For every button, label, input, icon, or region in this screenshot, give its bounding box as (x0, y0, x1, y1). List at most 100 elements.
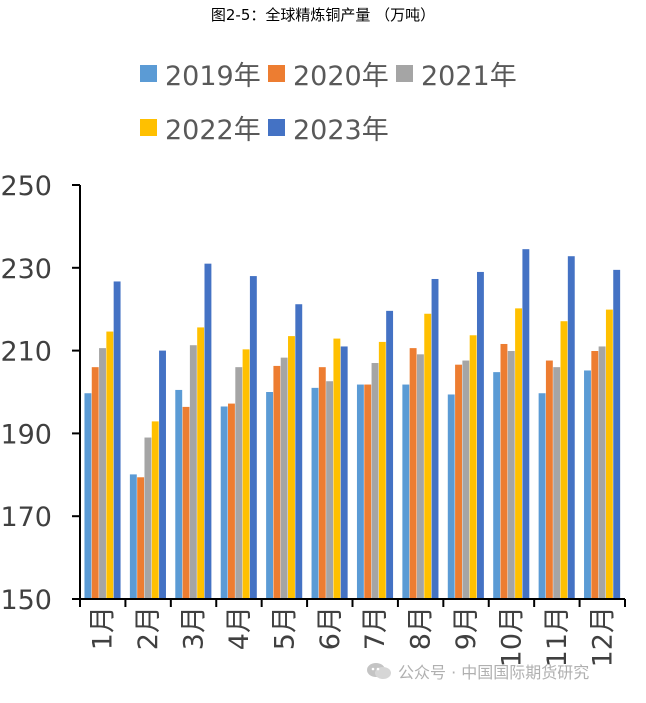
bar (137, 477, 145, 599)
x-tick-label: 2月 (133, 606, 164, 650)
bar (273, 365, 281, 599)
bar (584, 370, 591, 599)
bar (326, 381, 334, 599)
x-tick-label: 10月 (496, 606, 527, 667)
bar (144, 437, 152, 599)
y-tick-label: 150 (0, 585, 52, 616)
bar (476, 271, 484, 599)
bar (106, 331, 114, 599)
bar (311, 387, 319, 599)
legend-swatch (268, 65, 285, 82)
x-tick-label: 3月 (179, 606, 210, 650)
bar (295, 304, 303, 599)
x-tick-label: 11月 (542, 606, 573, 667)
x-tick-label: 7月 (360, 606, 391, 650)
bar (175, 389, 183, 599)
bar (204, 263, 212, 599)
bar (84, 393, 92, 599)
y-tick-label: 170 (0, 502, 52, 533)
bar (197, 327, 205, 599)
bar (235, 367, 243, 599)
watermark: 公众号 · 中国国际期货研究 (366, 659, 589, 683)
bar (416, 354, 424, 599)
y-tick-label: 230 (0, 254, 52, 285)
bars-group (84, 249, 621, 600)
y-tick-label: 190 (0, 419, 52, 450)
bar (515, 308, 523, 599)
bar (500, 343, 508, 599)
bar (613, 269, 621, 599)
bar (591, 351, 599, 599)
bar (553, 367, 561, 599)
x-tick-label: 9月 (451, 606, 482, 650)
bar (598, 346, 606, 599)
legend-item: 2020年 (268, 54, 389, 93)
bar (266, 392, 274, 599)
legend-label: 2023年 (293, 115, 389, 146)
bar (402, 384, 410, 599)
bar (159, 350, 166, 599)
x-tick-label: 4月 (224, 606, 255, 650)
legend-item: 2022年 (140, 108, 261, 147)
bar (560, 321, 568, 599)
bar (129, 474, 137, 599)
legend-item: 2019年 (140, 54, 261, 93)
labels-group: 150 170 190 210 230 250 1月 2月 3月 4月 5月 6月 7月 8月 9月 10月 1… (0, 171, 618, 667)
chart-title: 图2-5：全球精炼铜产量 （万吨） (210, 6, 436, 24)
bar (220, 406, 228, 599)
bar (462, 360, 470, 599)
legend-label: 2022年 (165, 115, 261, 146)
bar (431, 278, 439, 599)
bar (364, 384, 372, 599)
legend-label: 2020年 (293, 61, 389, 92)
bar (538, 393, 546, 599)
bar (493, 372, 501, 599)
legend-item: 2023年 (268, 108, 389, 147)
legend-label: 2019年 (165, 61, 261, 92)
legend-label: 2021年 (421, 61, 517, 92)
bar (545, 360, 553, 599)
legend-swatch (140, 65, 157, 82)
x-tick-label: 5月 (269, 606, 300, 650)
bar (409, 348, 417, 599)
bar (318, 367, 326, 599)
bar (378, 341, 386, 599)
bar (371, 363, 379, 599)
legend-item: 2021年 (396, 54, 517, 93)
y-tick-label: 210 (0, 337, 52, 368)
bar (469, 335, 477, 599)
bar (447, 394, 455, 599)
bar (522, 249, 530, 600)
axes-group (72, 184, 626, 607)
bar (228, 403, 235, 599)
bar (113, 281, 121, 599)
bar (424, 313, 432, 599)
x-tick-label: 8月 (406, 606, 437, 650)
bar (507, 351, 515, 599)
bar (242, 349, 250, 599)
bar (356, 384, 364, 599)
bar (567, 256, 575, 599)
legend-swatch (396, 65, 413, 82)
bar (182, 406, 190, 599)
bar (189, 345, 197, 599)
bar (455, 364, 462, 599)
wechat-icon (367, 663, 391, 679)
x-tick-label: 6月 (315, 606, 346, 650)
bar (280, 357, 288, 599)
bar (288, 336, 295, 599)
legend-swatch (140, 119, 157, 136)
legend-swatch (268, 119, 285, 136)
bar (249, 276, 257, 599)
x-tick-label: 12月 (587, 606, 618, 667)
watermark-text: 公众号 · 中国国际期货研究 (398, 663, 590, 682)
bar (99, 348, 106, 599)
bar (605, 309, 613, 599)
bar (333, 338, 341, 599)
x-tick-label: 1月 (88, 606, 119, 650)
bar (151, 421, 159, 599)
bar (91, 367, 99, 599)
bar (340, 346, 348, 599)
bar (386, 310, 394, 599)
